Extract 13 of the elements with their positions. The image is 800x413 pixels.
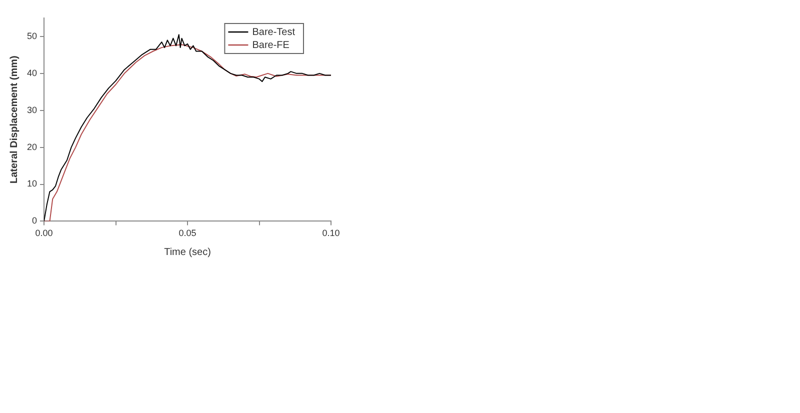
- y-tick-label: 10: [26, 178, 38, 189]
- x-tick-label: 0.00: [35, 228, 53, 238]
- x-tick-label: 0.10: [322, 228, 340, 238]
- y-tick-label: 0: [32, 216, 38, 226]
- y-axis-title: Lateral Displacement (mm): [8, 56, 20, 184]
- x-tick-label: 0.05: [178, 228, 196, 238]
- y-tick-label: 30: [26, 104, 38, 115]
- y-tick-label: 40: [26, 68, 38, 78]
- x-axis-title: Time (sec): [164, 246, 211, 258]
- legend-label: Bare-FE: [252, 40, 290, 51]
- y-tick-label: 50: [26, 30, 38, 41]
- y-tick-label: 20: [26, 142, 38, 152]
- legend-label: Bare-Test: [252, 26, 296, 38]
